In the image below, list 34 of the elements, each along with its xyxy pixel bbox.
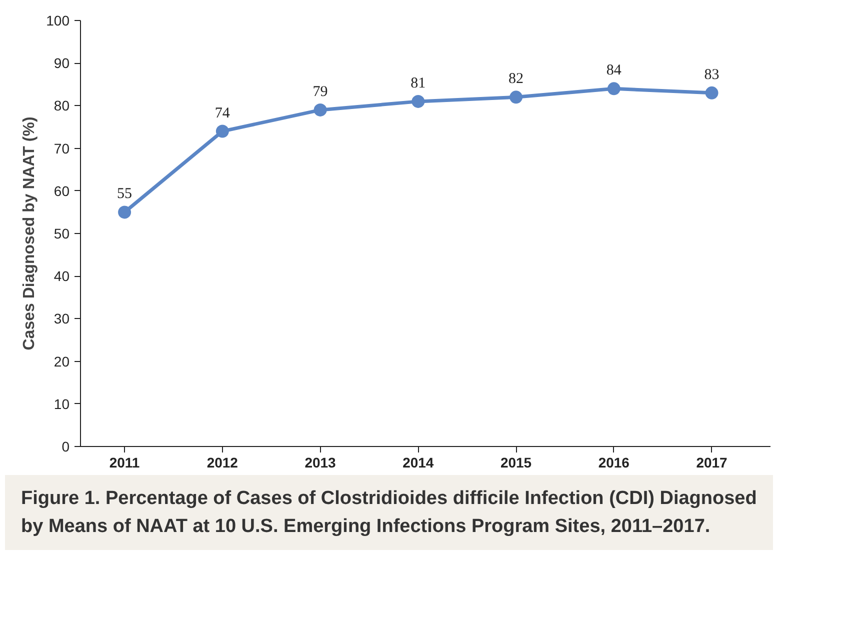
point — [705, 86, 718, 100]
y-tick-label: 40 — [54, 268, 70, 284]
x-tick-label: 2015 — [500, 454, 532, 470]
point — [607, 82, 620, 96]
y-tick-label: 90 — [54, 55, 70, 72]
x-tick-label: 2017 — [696, 454, 728, 470]
y-tick-label: 50 — [54, 226, 70, 242]
y-tick-label: 100 — [46, 12, 70, 28]
x-tick-label: 2016 — [598, 454, 630, 470]
point — [118, 206, 132, 219]
data-label: 84 — [606, 62, 622, 79]
point — [216, 124, 229, 138]
caption: Figure 1. Percentage of Cases of Clostridioides difficile Infection (CDI) Diagnosed by Means of NAAT at 10 U.S. Emerging Infections Program Sites, 2011–2017. — [5, 475, 773, 550]
point — [412, 94, 425, 108]
y-tick-label: 80 — [54, 98, 70, 114]
data-label: 81 — [410, 75, 426, 92]
y-tick-label: 60 — [54, 182, 70, 199]
y-tick-label: 30 — [54, 310, 70, 327]
y-tick-label: 70 — [54, 140, 70, 156]
x-tick-label: 2014 — [402, 454, 434, 470]
data-label: 79 — [312, 84, 328, 100]
y-tick-label: 20 — [54, 353, 70, 370]
y-tick-label: 10 — [54, 396, 70, 412]
point — [314, 103, 327, 116]
point — [510, 90, 523, 104]
data-label: 82 — [508, 71, 524, 88]
x-tick-label: 2011 — [109, 454, 140, 470]
data-label: 74 — [214, 105, 230, 122]
y-tick-label: 0 — [62, 438, 70, 454]
data-label: 55 — [117, 186, 132, 202]
x-tick-label: 2013 — [304, 454, 336, 470]
data-label: 83 — [704, 66, 720, 83]
x-tick-label: 2012 — [206, 454, 238, 470]
y-axis-title: Cases Diagnosed by NAAT (%) — [21, 116, 38, 350]
